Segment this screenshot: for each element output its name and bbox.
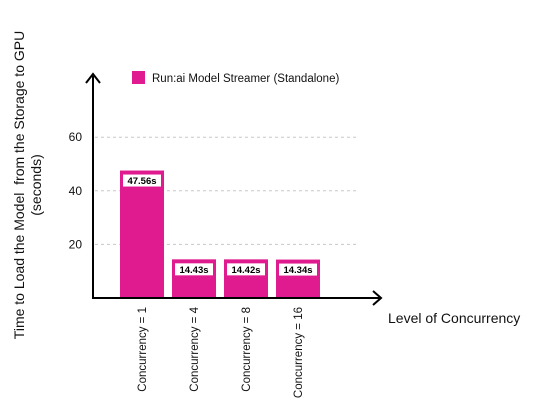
y-tick-label: 60	[69, 130, 83, 144]
x-axis-title: Level of Concurrency	[388, 310, 520, 326]
data-label: 14.42s	[231, 265, 260, 276]
data-label: 14.34s	[283, 265, 312, 276]
y-tick-labels: 20 40 60	[69, 130, 83, 251]
legend: Run:ai Model Streamer (Standalone)	[132, 71, 339, 85]
data-label-box	[279, 263, 317, 276]
bar	[120, 170, 164, 298]
y-tick-label: 20	[69, 237, 83, 251]
bars	[120, 170, 320, 298]
category-label: Concurrency = 16	[293, 307, 305, 398]
y-axis-title-line-2: (seconds)	[28, 154, 44, 215]
legend-label: Run:ai Model Streamer (Standalone)	[152, 73, 339, 85]
data-labels: 47.56s 14.43s 14.42s 14.34s	[123, 174, 317, 276]
data-label: 14.43s	[179, 265, 208, 276]
axes	[85, 72, 383, 306]
y-axis-title-line-1: Time to Load the Model from the Storage …	[11, 31, 27, 339]
category-label: Concurrency = 1	[137, 307, 149, 392]
category-label: Concurrency = 8	[241, 307, 253, 392]
y-axis-arrow	[85, 72, 101, 84]
data-label-box	[123, 174, 161, 187]
data-label-box	[227, 263, 265, 276]
category-label: Concurrency = 4	[189, 306, 201, 391]
data-label: 47.56s	[127, 176, 156, 187]
y-tick-label: 40	[69, 184, 83, 198]
data-label-box	[175, 263, 213, 276]
category-labels: Concurrency = 1 Concurrency = 4 Concurrenc…	[137, 306, 305, 398]
y-axis-title: Time to Load the Model from the Storage …	[11, 31, 44, 339]
legend-swatch	[132, 71, 145, 84]
x-axis-arrow	[372, 290, 383, 306]
